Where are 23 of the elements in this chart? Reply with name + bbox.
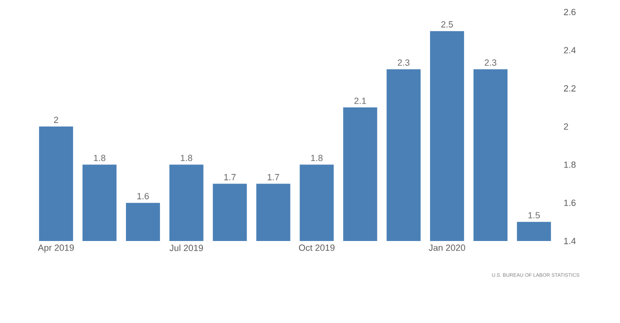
x-tick-label: Jan 2020 — [428, 244, 466, 251]
x-tick-label: Jul 2019 — [170, 244, 203, 252]
data-label: 1.6 — [137, 192, 149, 200]
y-tick-label: 2 — [564, 123, 568, 130]
y-tick-label: 2.2 — [564, 85, 576, 92]
y-tick-label: 1.4 — [564, 238, 576, 244]
y-tick-label: 2.4 — [564, 47, 576, 54]
data-label: 1.8 — [180, 154, 192, 162]
x-tick-label: Oct 2019 — [298, 244, 334, 251]
data-label: 1.7 — [268, 174, 280, 180]
data-label: 2 — [54, 116, 58, 123]
data-label: 1.5 — [528, 212, 540, 218]
data-label: 2.5 — [441, 21, 453, 28]
y-tick-label: 1.8 — [564, 161, 576, 168]
data-label: 1.8 — [94, 154, 106, 162]
data-label: 2.3 — [398, 59, 410, 66]
y-tick-label: 2.6 — [564, 8, 576, 16]
data-label: 2.1 — [354, 98, 366, 104]
data-label: 2.3 — [484, 59, 496, 66]
y-tick-label: 1.6 — [564, 200, 576, 206]
data-label: 1.7 — [224, 174, 236, 180]
x-tick-label: Apr 2019 — [38, 244, 74, 253]
data-label: 1.8 — [311, 154, 323, 162]
